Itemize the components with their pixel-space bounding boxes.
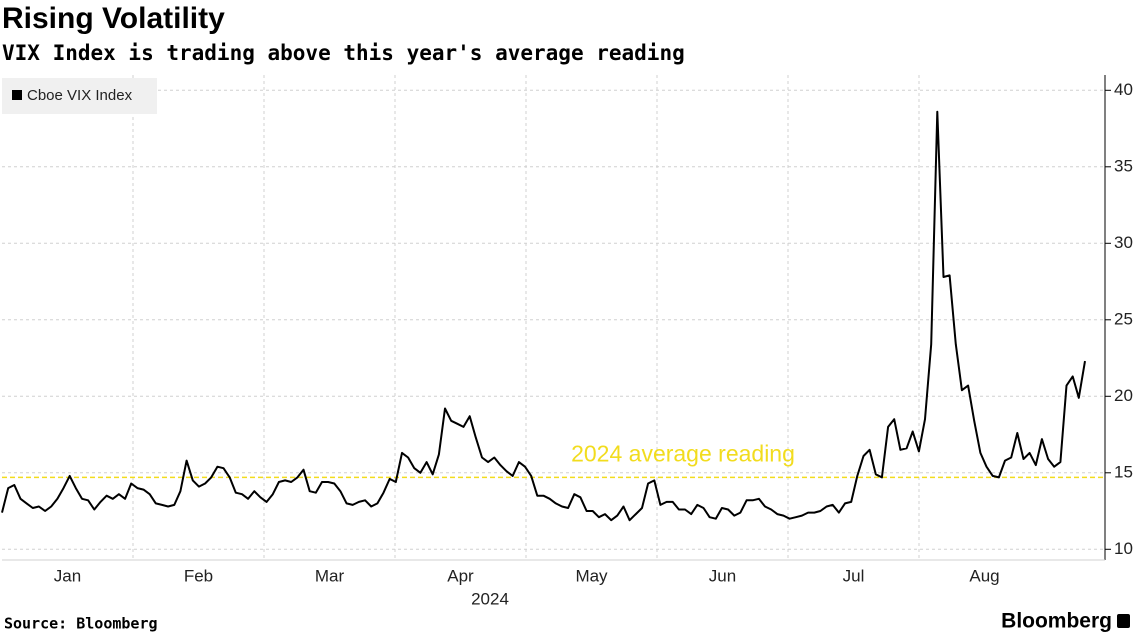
legend-swatch: [12, 90, 22, 100]
y-tick-label: 15: [1114, 462, 1133, 481]
y-tick-label: 25: [1114, 309, 1133, 328]
x-tick-label: Feb: [184, 566, 213, 585]
logo-icon: [1117, 614, 1130, 628]
x-tick-label: Jan: [54, 566, 81, 585]
y-tick-label: 35: [1114, 156, 1133, 175]
y-tick-label: 20: [1114, 386, 1133, 405]
x-tick-label: Jul: [843, 566, 865, 585]
data-line: [1, 110, 1086, 522]
legend-label: Cboe VIX Index: [27, 87, 133, 104]
x-tick-label: Apr: [447, 566, 474, 585]
y-tick-label: 40: [1114, 80, 1133, 99]
source: Source: Bloomberg: [4, 615, 158, 633]
y-tick-label: 30: [1114, 233, 1133, 252]
y-tick-label: 10: [1114, 539, 1133, 558]
x-tick-label: Aug: [969, 566, 999, 585]
x-tick-label: Jun: [709, 566, 736, 585]
chart-subtitle: VIX Index is trading above this year's a…: [2, 41, 685, 65]
average-label: 2024 average reading: [571, 440, 795, 466]
chart-title: Rising Volatility: [2, 2, 225, 35]
legend-box: [2, 78, 157, 114]
x-axis-label: 2024: [471, 589, 509, 608]
logo: Bloomberg: [1001, 610, 1112, 633]
x-tick-label: Mar: [315, 566, 345, 585]
x-tick-label: May: [575, 566, 608, 585]
